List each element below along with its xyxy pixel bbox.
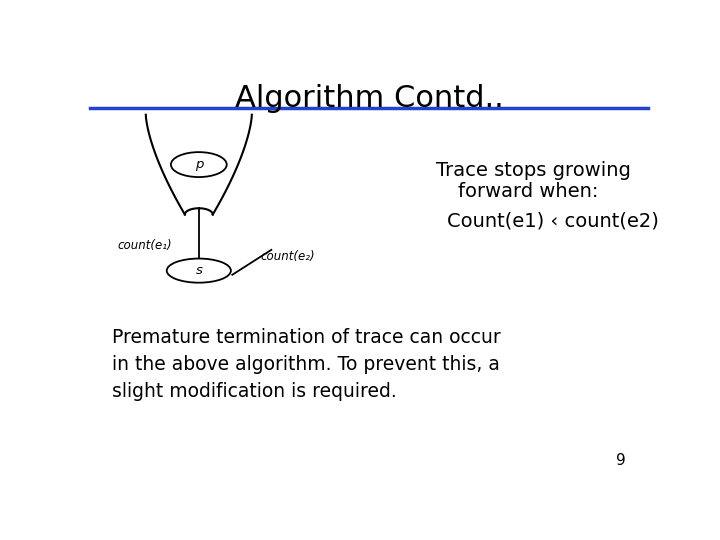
- Text: forward when:: forward when:: [459, 182, 598, 201]
- Text: Count(e1) ‹ count(e2): Count(e1) ‹ count(e2): [447, 211, 659, 230]
- Text: count(e₁): count(e₁): [118, 239, 173, 252]
- Text: 9: 9: [616, 453, 626, 468]
- Text: p: p: [194, 158, 203, 171]
- Ellipse shape: [171, 152, 227, 177]
- Text: in the above algorithm. To prevent this, a: in the above algorithm. To prevent this,…: [112, 355, 500, 374]
- Text: Algorithm Contd..: Algorithm Contd..: [235, 84, 503, 112]
- Text: count(e₂): count(e₂): [260, 249, 315, 262]
- Text: s: s: [195, 264, 202, 277]
- Text: slight modification is required.: slight modification is required.: [112, 382, 397, 401]
- Text: Premature termination of trace can occur: Premature termination of trace can occur: [112, 328, 501, 347]
- Text: Trace stops growing: Trace stops growing: [436, 161, 631, 180]
- Ellipse shape: [167, 259, 231, 282]
